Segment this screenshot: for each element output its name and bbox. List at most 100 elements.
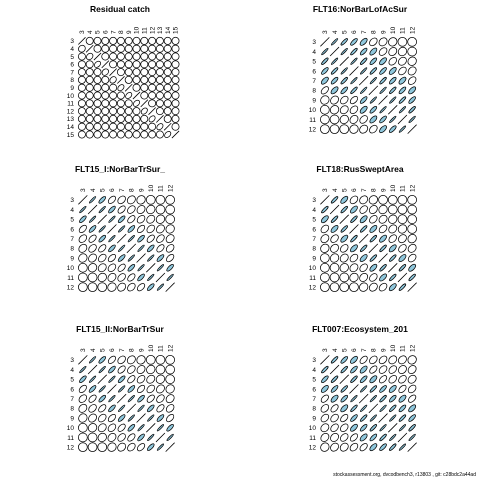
column-tick-label: 9 [138,188,145,192]
correlation-ellipse [398,355,407,365]
correlation-ellipse [398,86,407,95]
correlation-ellipse [398,375,407,384]
correlation-ellipse [148,36,157,45]
diagonal-cell [407,124,417,134]
correlation-ellipse [398,76,407,85]
correlation-ellipse [398,56,407,66]
correlation-ellipse [148,60,157,69]
correlation-ellipse [359,443,368,452]
correlation-ellipse [127,205,136,214]
correlation-ellipse [398,125,407,133]
correlation-ellipse [163,44,172,53]
correlation-ellipse [340,413,349,423]
correlation-ellipse [156,254,165,262]
correlation-ellipse [124,130,133,139]
correlation-ellipse [340,95,349,105]
correlation-ellipse [368,195,378,205]
correlation-ellipse [156,404,165,413]
correlation-ellipse [320,253,330,263]
correlation-ellipse [117,254,126,262]
correlation-ellipse [398,96,407,104]
row-tick-label: 9 [70,415,74,422]
correlation-ellipse [97,432,107,443]
correlation-ellipse [101,122,110,131]
column-tick-label: 6 [351,188,358,192]
row-tick-label: 5 [70,377,74,384]
correlation-ellipse [330,196,339,204]
correlation-ellipse [98,356,107,364]
correlation-ellipse [140,60,149,69]
correlation-ellipse [137,433,145,442]
correlation-ellipse [163,68,172,77]
correlation-ellipse [155,364,166,375]
correlation-ellipse [320,76,329,85]
column-tick-label: 8 [129,348,136,352]
correlation-ellipse [107,433,117,442]
correlation-ellipse [388,37,398,47]
diagonal-cell [368,243,379,254]
correlation-ellipse [98,404,107,413]
correlation-ellipse [359,57,368,65]
diagonal-cell [126,243,137,254]
correlation-ellipse [127,273,136,282]
correlation-ellipse [140,83,149,92]
diagonal-cell [87,364,98,375]
correlation-ellipse [166,413,175,423]
column-tick-label: 4 [332,188,339,192]
correlation-ellipse [378,365,388,374]
correlation-ellipse [330,86,339,95]
correlation-ellipse [85,114,94,123]
correlation-panel-2: FLT16:NorBarLofAcSur33445566778899101011… [309,4,417,134]
correlation-ellipse [360,86,368,94]
correlation-ellipse [118,385,126,393]
correlation-ellipse [164,131,172,138]
correlation-ellipse [79,365,87,374]
correlation-ellipse [340,433,349,442]
correlation-ellipse [155,214,166,224]
diagonal-cell [109,68,117,76]
correlation-ellipse [98,196,107,204]
diagonal-cell [78,37,86,45]
correlation-ellipse [85,99,94,108]
correlation-ellipse [408,414,416,422]
column-tick-label: 3 [322,188,329,192]
correlation-ellipse [93,44,102,53]
row-tick-label: 9 [70,255,74,262]
column-tick-label: 7 [119,348,126,352]
correlation-ellipse [379,385,387,393]
correlation-ellipse [369,355,378,365]
correlation-ellipse [163,99,172,108]
footer-credit: stockassessment.org, dvcodbench3, r13803… [333,472,476,478]
correlation-ellipse [171,99,180,108]
correlation-ellipse [359,375,368,384]
column-tick-label: 11 [400,345,407,352]
correlation-ellipse [407,195,417,205]
row-tick-label: 12 [309,126,317,133]
column-tick-label: 5 [341,30,348,34]
column-tick-label: 5 [99,188,106,192]
column-tick-label: 6 [109,188,116,192]
correlation-ellipse [379,234,387,243]
correlation-ellipse [340,244,349,253]
correlation-ellipse [156,244,165,253]
column-tick-label: 3 [322,30,329,34]
correlation-ellipse [171,36,180,45]
correlation-ellipse [107,253,117,263]
correlation-ellipse [378,282,388,292]
column-tick-label: 9 [126,30,133,34]
correlation-ellipse [340,76,348,85]
correlation-ellipse [369,105,378,114]
correlation-ellipse [339,114,349,125]
correlation-ellipse [330,76,339,85]
row-tick-label: 6 [312,68,316,75]
correlation-ellipse [320,385,329,393]
correlation-ellipse [350,234,358,243]
correlation-ellipse [148,99,157,108]
correlation-ellipse [109,107,118,116]
diagonal-cell [87,204,98,215]
correlation-ellipse [166,263,174,272]
correlation-ellipse [148,52,157,61]
correlation-ellipse [127,385,136,393]
diagonal-cell [163,122,172,131]
correlation-ellipse [165,214,175,225]
